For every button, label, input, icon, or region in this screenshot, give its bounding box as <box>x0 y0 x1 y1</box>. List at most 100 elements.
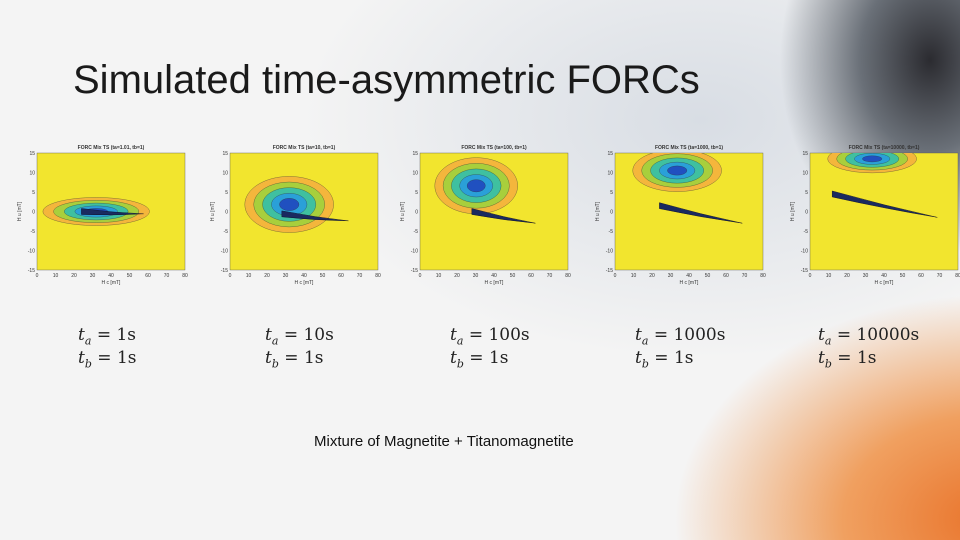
equation-var: t <box>818 348 825 368</box>
equation-sub: b <box>641 357 649 371</box>
equation-var: t <box>265 325 272 345</box>
forc-plot: FORC Mix TS (ta=10000, tb=1)151050-5-10-… <box>790 145 960 286</box>
plot-title: FORC Mix TS (ta=1000, tb=1) <box>655 145 723 151</box>
y-axis-label: H u [mT] <box>595 201 601 221</box>
y-axis-label: H u [mT] <box>400 201 406 221</box>
equation-var: t <box>78 325 85 345</box>
y-tick-label: 15 <box>802 151 808 157</box>
contours <box>434 157 536 224</box>
y-tick-label: 15 <box>412 151 418 157</box>
y-tick-label: 0 <box>225 210 228 216</box>
tail <box>471 208 536 224</box>
x-tick-label: 50 <box>705 273 711 279</box>
forc-plot: FORC Mix TS (ta=1000, tb=1)151050-5-10-1… <box>595 145 766 286</box>
y-tick-label: 5 <box>610 190 613 196</box>
y-tick-label: -10 <box>221 249 228 255</box>
x-tick-label: 0 <box>229 273 232 279</box>
equation-rhs: = 1s <box>96 325 137 345</box>
x-axis-label: H c [mT] <box>485 280 504 286</box>
equation: tb = 1s <box>450 348 509 370</box>
y-tick-label: -10 <box>801 249 808 255</box>
equation-sub: b <box>824 357 832 371</box>
tail <box>81 208 144 216</box>
y-tick-label: 5 <box>225 190 228 196</box>
x-tick-label: 80 <box>565 273 571 279</box>
y-tick-label: -15 <box>411 268 418 274</box>
x-tick-label: 40 <box>301 273 307 279</box>
x-tick-label: 0 <box>614 273 617 279</box>
y-tick-label: 10 <box>29 171 35 177</box>
y-tick-label: 0 <box>610 210 613 216</box>
x-tick-label: 10 <box>826 273 832 279</box>
x-tick-label: 30 <box>283 273 289 279</box>
y-tick-label: -15 <box>606 268 613 274</box>
x-tick-label: 10 <box>631 273 637 279</box>
y-tick-label: 5 <box>415 190 418 196</box>
equation-rhs: = 1000s <box>653 325 726 345</box>
x-tick-label: 20 <box>649 273 655 279</box>
equation: ta = 10s <box>265 325 334 347</box>
equation-sub: b <box>456 357 464 371</box>
y-tick-label: -15 <box>221 268 228 274</box>
x-tick-label: 70 <box>164 273 170 279</box>
x-tick-label: 60 <box>145 273 151 279</box>
equation-sub: a <box>824 334 832 348</box>
y-tick-label: 5 <box>805 190 808 196</box>
x-tick-label: 40 <box>686 273 692 279</box>
y-tick-label: 15 <box>222 151 228 157</box>
contours <box>632 153 743 224</box>
x-tick-label: 50 <box>320 273 326 279</box>
x-axis-label: H c [mT] <box>295 280 314 286</box>
y-tick-label: 15 <box>607 151 613 157</box>
equation-sub: a <box>84 334 92 348</box>
y-tick-label: 10 <box>802 171 808 177</box>
y-tick-label: 10 <box>607 171 613 177</box>
equation-var: t <box>635 325 642 345</box>
y-tick-label: -10 <box>411 249 418 255</box>
equation-rhs: = 10000s <box>836 325 920 345</box>
contour <box>667 165 688 176</box>
equation-var: t <box>635 348 642 368</box>
y-axis-label: H u [mT] <box>17 201 23 221</box>
plot-title: FORC Mix TS (ta=1.01, tb=1) <box>78 145 145 151</box>
equation: ta = 10000s <box>818 325 919 347</box>
x-tick-label: 60 <box>528 273 534 279</box>
x-axis-label: H c [mT] <box>102 280 121 286</box>
x-tick-label: 70 <box>547 273 553 279</box>
forc-plot: FORC Mix TS (ta=100, tb=1)151050-5-10-15… <box>400 145 571 286</box>
y-tick-label: 15 <box>29 151 35 157</box>
plot-title: FORC Mix TS (ta=10, tb=1) <box>273 145 336 151</box>
equation-rhs: = 1s <box>654 348 694 368</box>
x-tick-label: 50 <box>127 273 133 279</box>
x-tick-label: 20 <box>454 273 460 279</box>
y-tick-label: 10 <box>222 171 228 177</box>
equation-var: t <box>450 348 457 368</box>
x-tick-label: 70 <box>742 273 748 279</box>
plot-title: FORC Mix TS (ta=100, tb=1) <box>461 145 527 151</box>
equation-var: t <box>265 348 272 368</box>
x-axis-label: H c [mT] <box>680 280 699 286</box>
x-tick-label: 80 <box>375 273 381 279</box>
equation-sub: a <box>641 334 649 348</box>
equation: tb = 1s <box>818 348 877 370</box>
x-tick-label: 80 <box>182 273 188 279</box>
tail <box>659 202 743 224</box>
equation: tb = 1s <box>265 348 324 370</box>
x-tick-label: 10 <box>246 273 252 279</box>
y-tick-label: -5 <box>414 229 419 235</box>
x-tick-label: 50 <box>900 273 906 279</box>
y-tick-label: -5 <box>224 229 229 235</box>
y-tick-label: 0 <box>32 210 35 216</box>
x-tick-label: 60 <box>338 273 344 279</box>
y-tick-label: -5 <box>609 229 614 235</box>
tail <box>281 210 349 222</box>
y-tick-label: -15 <box>801 268 808 274</box>
contours <box>244 176 349 233</box>
equation-rhs: = 100s <box>468 325 530 345</box>
x-axis-label: H c [mT] <box>875 280 894 286</box>
x-tick-label: 40 <box>881 273 887 279</box>
contours <box>827 153 938 218</box>
y-tick-label: 10 <box>412 171 418 177</box>
x-tick-label: 0 <box>809 273 812 279</box>
